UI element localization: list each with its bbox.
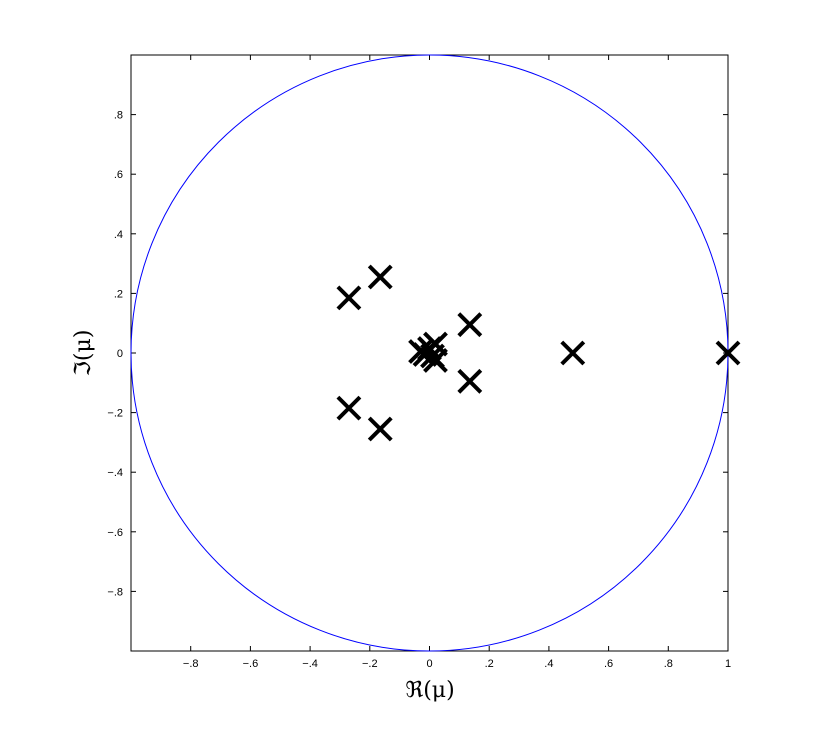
- data-point-marker: [367, 264, 393, 290]
- data-point-marker: [457, 368, 483, 394]
- x-tick-label: .8: [664, 658, 673, 670]
- data-points: [336, 264, 741, 442]
- x-tick-label: .2: [485, 658, 494, 670]
- y-tick-label: −.6: [107, 527, 123, 539]
- y-tick-label: .8: [114, 110, 123, 122]
- x-tick-label: .6: [604, 658, 613, 670]
- y-tick-label: −.2: [107, 408, 123, 420]
- y-tick-label: .6: [114, 169, 123, 181]
- x-tick-label: 0: [426, 658, 432, 670]
- data-point-marker: [336, 285, 362, 311]
- y-tick-label: −.4: [107, 467, 123, 479]
- data-point-marker: [560, 340, 586, 366]
- y-tick-label: 0: [117, 348, 123, 360]
- y-tick-label: .2: [114, 288, 123, 300]
- data-point-marker: [423, 348, 448, 373]
- x-tick-label: −.4: [302, 658, 318, 670]
- data-point-marker: [367, 416, 393, 442]
- x-tick-label: −.8: [183, 658, 199, 670]
- data-point-marker: [715, 340, 741, 366]
- y-axis-label: ℑ(μ): [71, 330, 96, 377]
- data-point-marker: [457, 312, 483, 338]
- data-point-marker: [336, 395, 362, 421]
- x-tick-label: .4: [544, 658, 553, 670]
- y-tick-label: −.8: [107, 586, 123, 598]
- x-axis-label: ℜ(μ): [405, 678, 454, 703]
- x-tick-label: 1: [725, 658, 731, 670]
- y-tick-label: .4: [114, 229, 123, 241]
- x-tick-label: −.2: [362, 658, 378, 670]
- axis-ticks: −.8 −.6 −.4 −.2 0 .2 .4 .6 .8 1 −.8 −.6 −.4 −.2 0 .2 .4.…: [107, 55, 731, 670]
- x-tick-label: −.6: [243, 658, 259, 670]
